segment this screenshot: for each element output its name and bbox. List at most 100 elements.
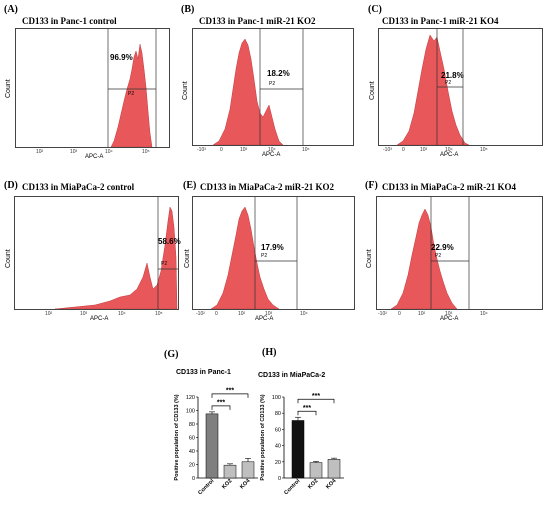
panel-title: CD133 in Panc-1 miR-21 KO2	[199, 16, 316, 26]
y-tick-label: 80	[275, 411, 281, 417]
gate-name: P2	[161, 261, 168, 267]
significance-bracket	[297, 410, 317, 416]
y-tick-label: 80	[189, 422, 195, 428]
y-tick-label: 60	[189, 436, 195, 442]
bar	[223, 464, 237, 479]
panel-label-h: (H)	[262, 347, 277, 358]
bar	[309, 462, 323, 479]
y-axis-label: Positive population of CD133 (%)	[260, 394, 266, 480]
x-tick: 10⁵	[155, 311, 163, 317]
significance-label: ***	[226, 387, 234, 394]
x-axis-label: APC-A	[90, 316, 109, 322]
x-axis-label: APC-A	[440, 152, 459, 158]
x-tick: 10⁵	[480, 147, 488, 153]
y-tick-label: 0	[192, 476, 195, 482]
histogram-area	[390, 208, 458, 309]
significance-bracket	[211, 393, 249, 398]
histogram-plot	[390, 197, 470, 309]
x-tick: 10³	[80, 311, 88, 317]
y-tick-label: 40	[275, 444, 281, 450]
x-tick: 0	[215, 311, 218, 317]
histogram-area	[210, 206, 280, 309]
x-tick-label: KO2	[221, 478, 233, 490]
gate-name: P2	[261, 253, 268, 259]
x-tick: 10²	[418, 311, 426, 317]
x-tick: -10³	[197, 147, 206, 153]
bar	[327, 459, 341, 479]
y-tick-label: 100	[272, 395, 281, 401]
x-tick-label: Control	[197, 478, 215, 496]
histogram-plot	[54, 197, 178, 309]
histogram-plot	[396, 29, 470, 145]
panel-title: CD133 in Panc-1 control	[22, 16, 117, 26]
panel-label: (D)	[4, 180, 18, 191]
panel-label: (E)	[183, 180, 197, 191]
x-axis-label: APC-A	[262, 152, 281, 158]
histogram-frame: 96.9% P2	[15, 28, 170, 148]
panel-label: (A)	[4, 4, 18, 15]
significance-label: ***	[303, 405, 311, 412]
x-tick: 10³	[70, 149, 78, 155]
gate-percent: 18.2%	[267, 69, 290, 78]
gate-percent: 21.8%	[441, 71, 464, 80]
x-tick: -10²	[196, 311, 205, 317]
panel-label: (B)	[181, 4, 195, 15]
y-tick-label: 0	[278, 476, 281, 482]
panel-title: CD133 in MiaPaCa-2 miR-21 KO4	[382, 182, 516, 192]
histogram-frame: 58.6% P2	[14, 196, 181, 310]
y-tick-label: 100	[186, 409, 195, 415]
y-tick-label: 60	[275, 427, 281, 433]
x-tick: 10²	[238, 311, 246, 317]
x-tick: 0	[402, 147, 405, 153]
histogram-frame: 18.2% P2	[192, 28, 354, 146]
bar	[205, 413, 219, 479]
y-tick-label: 40	[189, 449, 195, 455]
histogram-area	[54, 206, 178, 309]
gate-name: P2	[269, 81, 276, 87]
x-tick-label: KO4	[325, 478, 338, 491]
x-axis-label: APC-A	[440, 316, 459, 322]
bar	[291, 420, 305, 479]
bar	[241, 461, 255, 479]
y-tick-label: 20	[189, 463, 195, 469]
histogram-plot	[212, 29, 304, 145]
chart-title: CD133 in Panc-1	[176, 369, 231, 376]
x-tick-label: Control	[283, 478, 301, 496]
x-tick: 10³	[265, 311, 273, 317]
histogram-frame: 17.9% P2	[192, 196, 355, 310]
histogram-frame: 22.9% P2	[376, 196, 543, 310]
x-tick: 10²	[45, 311, 53, 317]
x-tick: 10³	[445, 311, 453, 317]
x-tick: 10³	[240, 147, 248, 153]
significance-bracket	[297, 398, 335, 404]
x-tick-label: KO2	[307, 478, 319, 490]
x-tick: 10⁵	[142, 149, 150, 155]
gate-percent: 17.9%	[261, 243, 284, 252]
x-tick: 10⁴	[300, 311, 308, 317]
x-tick: 10⁵	[302, 147, 310, 153]
panel-title: CD133 in MiaPaCa-2 control	[22, 182, 135, 192]
histogram-area	[110, 43, 153, 147]
x-tick: 10⁴	[268, 147, 276, 153]
x-tick: 10³	[420, 147, 428, 153]
panel-title: CD133 in MiaPaCa-2 miR-21 KO2	[200, 182, 334, 192]
y-axis-label: Positive population of CD133 (%)	[174, 394, 180, 480]
gate-percent: 22.9%	[431, 243, 454, 252]
panel-title: CD133 in Panc-1 miR-21 KO4	[382, 16, 499, 26]
y-tick-label: 20	[275, 460, 281, 466]
histogram-plot	[210, 197, 298, 309]
significance-label: ***	[217, 399, 225, 406]
x-tick: 0	[398, 311, 401, 317]
gate-percent: 58.6%	[158, 237, 181, 246]
significance-label: ***	[312, 393, 320, 400]
y-tick-label: 120	[186, 395, 195, 401]
x-tick: 10⁴	[445, 147, 453, 153]
gate-name: P2	[435, 253, 442, 259]
x-tick: 0	[220, 147, 223, 153]
x-tick: 10⁴	[480, 311, 488, 317]
x-tick: -10³	[383, 147, 392, 153]
histogram-plot	[107, 29, 157, 147]
panel-label-g: (G)	[164, 349, 179, 360]
x-tick: 10⁴	[118, 311, 126, 317]
